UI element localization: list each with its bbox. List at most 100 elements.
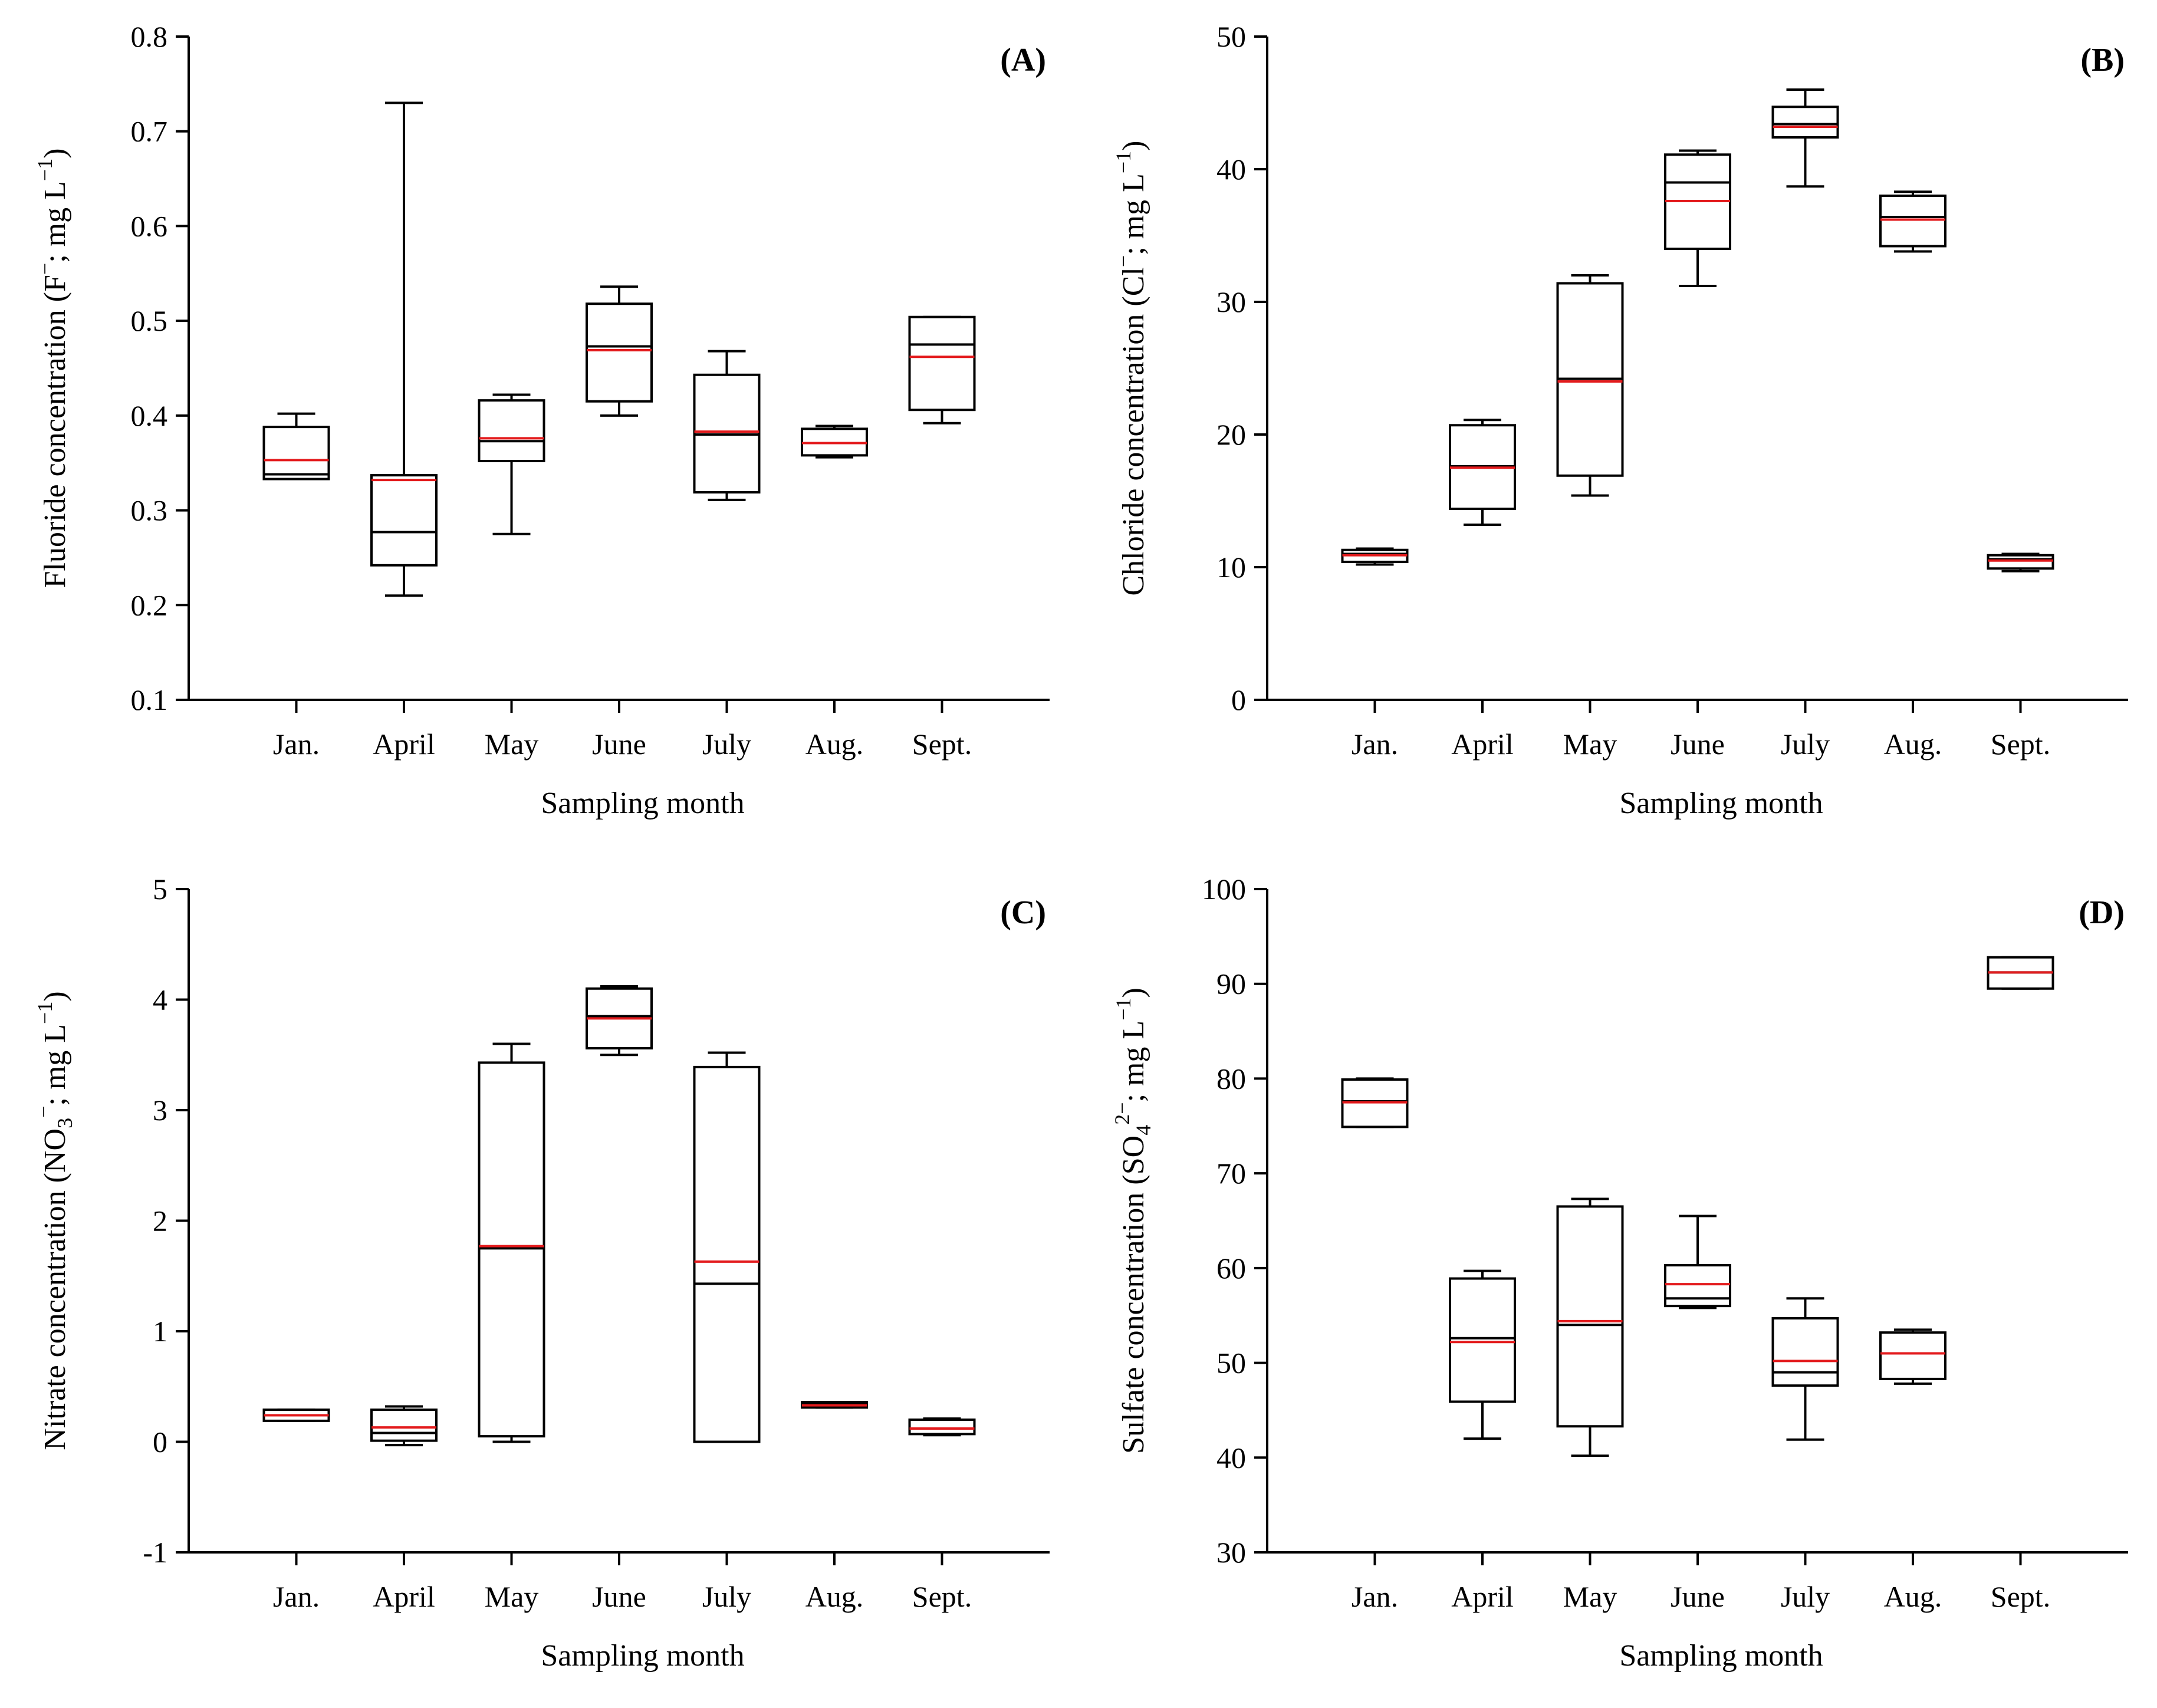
box-group [1987,956,2054,990]
y-axis-title-close: ) [38,148,72,158]
box-iqr [1556,1205,1624,1428]
x-tick-label: Jan. [273,728,320,761]
x-tick-label: Sept. [1991,1580,2050,1613]
y-tick-label: 0.5 [131,304,168,337]
box-group [586,985,653,1057]
box-group [908,1417,976,1437]
y-tick-label: 5 [153,873,167,906]
x-axis-title: Sampling month [541,786,744,820]
box-iqr [262,426,330,481]
y-tick-label: 80 [1216,1062,1246,1095]
y-tick-label: 0.3 [131,494,168,527]
chart-panel-d: 30 40 50 60 70 80 90 100 Jan. April May June July Aug… [1078,853,2157,1708]
y-tick-label: 3 [153,1094,167,1127]
box-group [262,412,330,481]
x-axis-title: Sampling month [1619,1639,1823,1673]
y-axis-title-rest: ; mg L [1117,1021,1150,1103]
y-tick-label: -1 [143,1536,167,1569]
x-axis-title: Sampling month [541,1639,744,1673]
box-group [1987,552,2054,572]
y-tick-label: 40 [1216,153,1246,186]
y-axis-title-rest: ; mg L [1117,173,1150,255]
x-tick-label: July [702,1580,751,1613]
y-axis-title-sub: 3 [53,1118,77,1128]
x-tick-label: Sept. [912,1580,972,1613]
box-group [370,1405,438,1447]
box-group [262,1408,330,1422]
box-iqr [370,474,438,567]
y-tick-label: 1 [153,1315,167,1348]
box-iqr [1879,1331,1946,1380]
y-axis-title-main: Nitrate concentration (NO [38,1128,72,1450]
y-axis-title-rest: ; mg L [38,1024,72,1106]
box-group [370,101,438,597]
box-iqr [1987,554,2054,570]
box-group [1341,547,1409,566]
y-axis-title-sup: − [32,1106,55,1118]
y-tick-label: 0.2 [131,588,168,621]
y-axis-title-sup: 2− [1110,1102,1134,1124]
y-axis-title-sup: − [33,263,57,275]
box-group [801,1401,868,1409]
y-tick-label: 70 [1216,1157,1246,1190]
box-iqr [1771,1317,1839,1387]
y-axis-title-unit-sup: −1 [33,1002,57,1024]
y-tick-label: 0 [1231,683,1246,716]
y-axis-title-unit-sup: −1 [1112,998,1135,1020]
box-group [478,393,545,535]
box-group [1664,149,1731,287]
x-tick-label: April [1451,1580,1514,1613]
x-tick-label: Jan. [1352,728,1398,761]
panel-label: (B) [2080,42,2125,78]
box-group [801,424,868,459]
box-group [586,285,653,417]
chart-panel-b: 0 10 20 30 40 50 Jan. April May June July Aug. Sept.… [1078,0,2157,855]
y-axis-title: Fluoride concentration (F−; mg L−1) [33,148,72,588]
y-tick-label: 50 [1216,20,1246,53]
x-tick-label: Sept. [912,728,972,761]
y-tick-label: 0 [153,1426,167,1459]
x-tick-label: May [485,728,539,761]
x-tick-label: July [702,728,751,761]
box-plot-svg: 0.1 0.2 0.3 0.4 0.5 0.6 0.7 0.8 Jan. April May June… [33,20,1050,820]
y-axis-title-sub: 4 [1132,1125,1155,1136]
y-tick-label: 30 [1216,285,1246,318]
x-tick-label: April [1451,728,1514,761]
box-group [693,350,761,501]
y-tick-label: 40 [1216,1441,1246,1474]
box-iqr [693,1065,761,1443]
box-iqr [1449,1277,1516,1403]
y-axis-title-close: ) [1117,988,1150,998]
y-tick-label: 0.1 [131,683,168,716]
x-tick-label: June [1671,728,1725,761]
y-axis-title-unit-sup: −1 [33,159,57,181]
y-axis-title-main: Sulfate concentration (SO [1117,1136,1150,1454]
x-tick-label: June [1671,1580,1725,1613]
box-iqr [1664,1264,1731,1308]
box-iqr [1771,106,1839,139]
y-tick-label: 60 [1216,1252,1246,1285]
box-iqr [478,399,545,463]
box-iqr [1879,195,1946,248]
y-tick-label: 4 [153,983,167,1016]
y-axis-title-rest: ; mg L [38,181,72,263]
y-axis-title-unit-sup: −1 [1112,151,1135,173]
x-tick-label: June [592,1580,646,1613]
box-group [1449,419,1516,526]
box-plot-svg: -1 0 1 2 3 4 5 Jan. April May June July Aug. Sept. Sam… [32,873,1050,1673]
x-tick-label: May [1563,1580,1617,1613]
box-group [1341,1077,1409,1128]
box-iqr [908,1419,976,1436]
box-iqr [908,315,976,412]
box-group [1556,1197,1624,1457]
box-group [1771,1297,1839,1441]
box-group [1556,274,1624,497]
x-tick-label: Aug. [805,728,864,761]
box-plot-svg: 30 40 50 60 70 80 90 100 Jan. April May June July Aug… [1110,873,2128,1673]
chart-panel-c: -1 0 1 2 3 4 5 Jan. April May June July Aug. Sept. Sam… [0,853,1078,1708]
y-tick-label: 0.6 [131,209,168,242]
x-tick-label: Aug. [1884,728,1942,761]
y-axis-title-main: Fluoride concentration (F [38,275,72,588]
x-tick-label: Aug. [1884,1580,1942,1613]
x-tick-label: Jan. [1352,1580,1398,1613]
